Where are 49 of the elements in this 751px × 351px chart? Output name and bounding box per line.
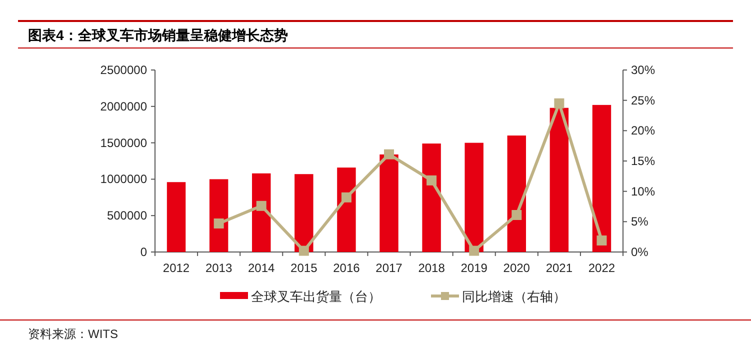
bar — [550, 108, 569, 252]
y2-tick-label: 15% — [631, 154, 656, 168]
chart-title: 图表4：全球叉车市场销量呈稳健增长态势 — [28, 27, 288, 43]
bar — [166, 182, 186, 252]
y2-tick-label: 0% — [631, 245, 649, 259]
point — [256, 200, 266, 211]
point — [426, 175, 437, 186]
x-tick-label: 2022 — [588, 261, 616, 275]
bar — [294, 174, 314, 252]
point — [512, 210, 522, 220]
y2-tick-label: 25% — [631, 93, 656, 108]
point — [341, 192, 352, 202]
y-tick-label: 500000 — [106, 208, 148, 223]
bar — [209, 179, 228, 252]
point — [214, 218, 224, 228]
bar — [507, 136, 526, 252]
bar — [592, 104, 612, 252]
point — [384, 149, 394, 160]
point — [469, 246, 480, 256]
x-tick-label: 2016 — [333, 261, 360, 275]
x-tick-label: 2019 — [460, 261, 488, 275]
x-tick-label: 2020 — [503, 261, 530, 275]
bar — [380, 154, 398, 252]
legend-label: 全球叉车出货量（台） — [251, 289, 381, 304]
x-tick-label: 2012 — [162, 261, 190, 275]
x-tick-label: 2014 — [248, 261, 276, 275]
bar — [337, 168, 356, 252]
y2-tick-label: 30% — [631, 63, 656, 77]
legend-label: 同比增速（右轴） — [462, 289, 566, 304]
x-tick-label: 2021 — [546, 261, 573, 275]
x-tick-label: 2018 — [418, 261, 446, 275]
x-tick-label: 2015 — [290, 261, 318, 275]
y2-tick-label: 20% — [631, 124, 656, 138]
bar — [252, 173, 271, 252]
y-tick-label: 1000000 — [100, 172, 148, 186]
y2-tick-label: 10% — [631, 184, 656, 198]
point — [554, 98, 564, 108]
text: 资料来源：WITS — [28, 327, 118, 341]
point — [298, 246, 309, 256]
y-tick-label: 2000000 — [100, 99, 148, 114]
x-tick-label: 2013 — [205, 261, 232, 275]
point — [596, 235, 607, 246]
y-tick-label: 0 — [140, 245, 148, 259]
x-tick-label: 2017 — [376, 261, 403, 275]
y-tick-label: 2500000 — [100, 63, 148, 77]
bar — [422, 144, 441, 252]
y2-tick-label: 5% — [631, 214, 649, 229]
bar — [464, 142, 484, 252]
y-tick-label: 1500000 — [100, 136, 148, 150]
